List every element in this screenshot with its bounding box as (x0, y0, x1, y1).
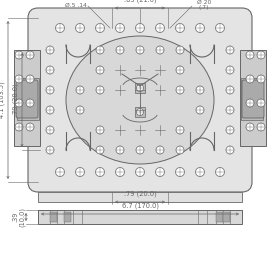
Circle shape (155, 24, 165, 32)
Circle shape (257, 75, 265, 83)
Circle shape (156, 46, 164, 54)
Circle shape (195, 24, 204, 32)
FancyBboxPatch shape (242, 80, 264, 118)
Circle shape (176, 86, 184, 94)
Bar (240, 50, 266, 146)
Text: 6.7 (170.0): 6.7 (170.0) (122, 202, 158, 209)
Circle shape (55, 24, 64, 32)
Text: .79 (20.0): .79 (20.0) (124, 190, 156, 197)
Circle shape (136, 24, 144, 32)
Bar (38, 210, 242, 224)
Ellipse shape (66, 36, 214, 164)
Circle shape (226, 46, 234, 54)
Circle shape (96, 86, 104, 94)
Bar (64, 212, 71, 222)
Bar (14, 50, 40, 146)
Circle shape (46, 66, 54, 74)
Circle shape (95, 24, 104, 32)
Circle shape (137, 109, 143, 115)
Circle shape (246, 51, 254, 59)
Bar (216, 212, 223, 222)
Bar (135, 107, 145, 117)
Circle shape (46, 146, 54, 154)
Circle shape (76, 24, 85, 32)
Circle shape (196, 86, 204, 94)
Circle shape (26, 51, 34, 59)
Circle shape (216, 167, 225, 176)
Circle shape (226, 86, 234, 94)
Circle shape (55, 167, 64, 176)
Circle shape (115, 167, 125, 176)
Circle shape (176, 66, 184, 74)
Circle shape (176, 146, 184, 154)
Circle shape (96, 126, 104, 134)
Circle shape (226, 106, 234, 114)
Circle shape (46, 126, 54, 134)
Circle shape (136, 167, 144, 176)
Circle shape (15, 75, 23, 83)
Circle shape (155, 167, 165, 176)
Circle shape (246, 99, 254, 107)
Circle shape (76, 167, 85, 176)
Circle shape (226, 66, 234, 74)
Circle shape (137, 85, 143, 92)
Bar (50, 212, 57, 222)
Circle shape (15, 51, 23, 59)
Circle shape (46, 106, 54, 114)
Circle shape (216, 24, 225, 32)
Circle shape (116, 46, 124, 54)
Bar (241, 78, 263, 120)
Circle shape (246, 75, 254, 83)
Circle shape (95, 167, 104, 176)
Circle shape (15, 123, 23, 131)
Circle shape (96, 146, 104, 154)
Circle shape (176, 24, 185, 32)
Circle shape (156, 146, 164, 154)
Circle shape (226, 146, 234, 154)
Circle shape (26, 99, 34, 107)
Circle shape (136, 146, 144, 154)
Circle shape (176, 126, 184, 134)
Bar (17, 78, 39, 120)
Circle shape (196, 106, 204, 114)
Circle shape (257, 123, 265, 131)
Circle shape (76, 106, 84, 114)
Circle shape (226, 126, 234, 134)
Text: .79 (20.0): .79 (20.0) (13, 84, 19, 116)
Text: 4.1 (103.5): 4.1 (103.5) (0, 82, 5, 118)
Circle shape (115, 24, 125, 32)
FancyBboxPatch shape (28, 8, 252, 192)
Circle shape (26, 75, 34, 83)
FancyBboxPatch shape (16, 80, 38, 118)
Circle shape (246, 123, 254, 131)
Text: Ø.5 .14: Ø.5 .14 (65, 3, 87, 8)
Bar (223, 212, 230, 222)
Circle shape (257, 99, 265, 107)
Text: .83 (21.0): .83 (21.0) (124, 0, 156, 3)
Circle shape (116, 146, 124, 154)
Circle shape (76, 86, 84, 94)
Circle shape (96, 46, 104, 54)
Circle shape (26, 123, 34, 131)
Circle shape (176, 167, 185, 176)
Circle shape (136, 46, 144, 54)
Circle shape (195, 167, 204, 176)
Circle shape (176, 46, 184, 54)
Circle shape (46, 86, 54, 94)
Bar (38, 192, 242, 202)
Text: .39
(10.0): .39 (10.0) (12, 207, 26, 227)
Circle shape (257, 51, 265, 59)
Circle shape (15, 99, 23, 107)
Bar (135, 83, 145, 93)
Circle shape (46, 46, 54, 54)
Circle shape (96, 66, 104, 74)
Text: Ø 20
(.7): Ø 20 (.7) (197, 0, 211, 10)
